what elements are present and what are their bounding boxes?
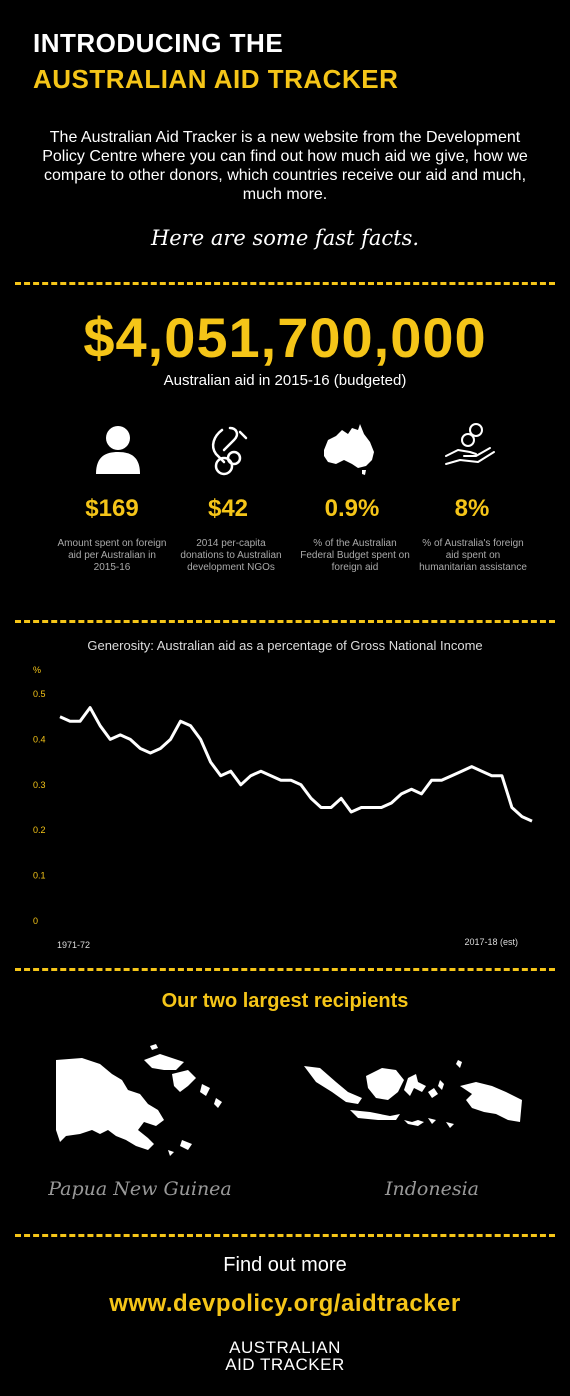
stat-description: % of Australia's foreign aid spent on hu… (419, 538, 527, 573)
x-start-label: 1971-72 (57, 940, 90, 950)
coins-hand-icon (445, 423, 495, 465)
y-tick-label: 0.5 (33, 689, 46, 699)
chart-title: Generosity: Australian aid as a percenta… (87, 638, 483, 653)
divider (15, 282, 555, 285)
y-tick-label: 0.3 (33, 780, 46, 790)
stat-value: $42 (207, 495, 249, 522)
divider (15, 1234, 555, 1237)
stat-value: 0.9% (324, 495, 380, 522)
divider (15, 968, 555, 971)
headline-amount: $4,051,700,000 (83, 306, 487, 369)
logo-line-2: AID TRACKER (225, 1355, 345, 1374)
title-line-1: INTRODUCING THE (33, 28, 284, 58)
website-link[interactable]: www.devpolicy.org/aidtracker (109, 1290, 461, 1317)
x-end-label: 2017-18 (est) (464, 937, 518, 947)
y-tick-label: 0.1 (33, 871, 46, 881)
stat-value: 8% (454, 495, 490, 522)
stat-description: 2014 per-capita donations to Australian … (180, 538, 282, 573)
y-tick-label: 0.2 (33, 825, 46, 835)
stat-description: Amount spent on foreign aid per Australi… (57, 538, 167, 573)
title-line-2: AUSTRALIAN AID TRACKER (33, 64, 399, 94)
country-name: Indonesia (385, 1178, 479, 1200)
headline-label: Australian aid in 2015-16 (budgeted) (163, 372, 407, 389)
y-tick-label: 0.4 (33, 734, 46, 744)
donation-hand-icon (211, 426, 248, 476)
stat-description: % of the Australian Federal Budget spent… (300, 538, 410, 573)
logo-line-1: AUSTRALIAN (229, 1338, 341, 1357)
indonesia-map-icon (304, 1060, 522, 1128)
y-tick-label: 0 (33, 916, 38, 926)
person-icon (96, 426, 140, 474)
intro-text: The Australian Aid Tracker is a new webs… (42, 129, 528, 203)
series-line (59, 706, 533, 823)
y-axis-unit-label: % (33, 665, 41, 675)
fast-facts-heading: Here are some fast facts. (150, 226, 420, 250)
australia-map-icon (324, 424, 374, 475)
stat-value: $169 (85, 495, 139, 522)
find-out-more-label: Find out more (223, 1254, 347, 1276)
country-name: Papua New Guinea (48, 1178, 232, 1200)
recipients-title: Our two largest recipients (161, 990, 409, 1012)
aid-gni-line-chart: % 0.5 0.4 0.3 0.2 0.1 0 1971-72 2017-18 (est) (33, 665, 533, 950)
png-map-icon (56, 1044, 222, 1156)
divider (15, 620, 555, 623)
